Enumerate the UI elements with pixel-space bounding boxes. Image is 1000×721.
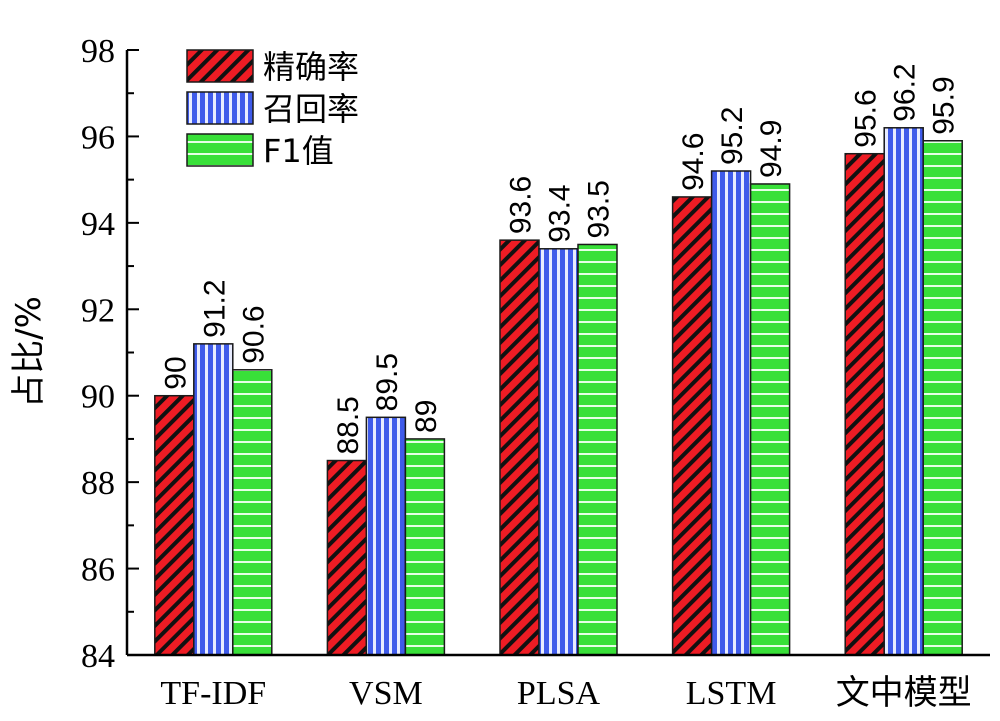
x-tick-label: LSTM: [686, 675, 777, 712]
x-tick-label: 文中模型: [836, 674, 972, 712]
bar: [326, 459, 368, 656]
y-tick-label: 90: [81, 379, 115, 416]
legend-label: F1值: [263, 132, 334, 170]
legend-swatch: [186, 49, 254, 83]
data-label: 90.6: [237, 305, 270, 363]
x-tick-label: PLSA: [517, 675, 601, 712]
bar: [365, 416, 407, 656]
legend-swatch: [186, 133, 254, 167]
data-label: 93.6: [505, 176, 538, 234]
bar: [193, 343, 234, 656]
y-tick-label: 88: [81, 465, 115, 502]
data-label: 91.2: [198, 279, 231, 337]
bar: [749, 183, 791, 656]
bar: [844, 152, 885, 656]
bar: [922, 140, 963, 656]
legend-label: 精确率: [263, 48, 359, 86]
data-label: 95.6: [850, 89, 883, 147]
bar: [538, 248, 579, 656]
data-label: 94.9: [755, 120, 788, 178]
data-label: 93.4: [544, 184, 577, 242]
data-label: 93.5: [583, 180, 616, 238]
bar: [154, 394, 195, 656]
bar: [577, 243, 618, 656]
y-tick-label: 84: [81, 638, 115, 675]
legend-swatch: [186, 91, 254, 125]
bar: [499, 239, 540, 656]
data-label: 88.5: [332, 396, 365, 454]
data-label: 95.2: [716, 107, 749, 165]
x-tick-label: VSM: [349, 675, 423, 712]
y-tick-label: 96: [81, 119, 115, 156]
y-tick-label: 92: [81, 292, 115, 329]
data-label: 94.6: [677, 133, 710, 191]
y-tick-label: 86: [81, 552, 115, 589]
data-label: 90: [159, 356, 192, 389]
y-tick-label: 98: [81, 33, 115, 70]
data-label: 96.2: [889, 63, 922, 121]
bar: [404, 438, 446, 656]
y-tick-label: 94: [81, 206, 115, 243]
bar: [232, 369, 273, 656]
bar: [671, 196, 713, 656]
x-tick-label: TF-IDF: [160, 675, 266, 712]
bar: [710, 170, 752, 656]
data-label: 89.5: [371, 353, 404, 411]
y-axis-title: 占比/%: [9, 296, 49, 408]
data-label: 89: [410, 400, 443, 433]
legend-label: 召回率: [263, 90, 359, 128]
data-label: 95.9: [928, 76, 961, 134]
bar: [883, 127, 924, 656]
